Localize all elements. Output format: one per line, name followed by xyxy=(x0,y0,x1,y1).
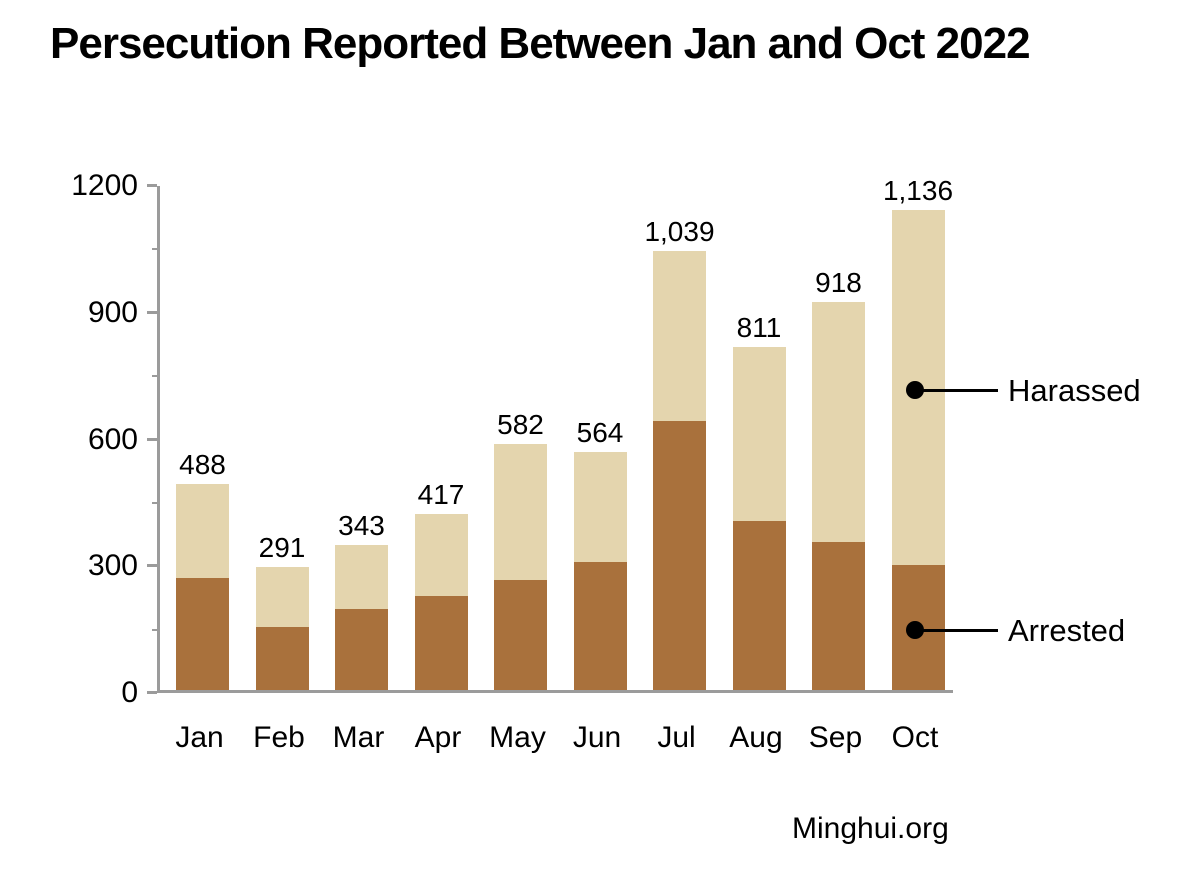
bar-total-label-jun: 564 xyxy=(576,416,624,448)
y-major-tick xyxy=(147,691,157,694)
x-tick-label-jul: Jul xyxy=(657,721,696,754)
bar-segment-arrested-jun xyxy=(573,561,627,690)
y-tick-label: 1200 xyxy=(71,169,138,202)
bar-segment-harassed-jul xyxy=(653,251,706,422)
arrested-callout-label: Arrested xyxy=(1008,613,1126,649)
bar-segment-harassed-may xyxy=(494,444,547,581)
bar-segment-arrested-apr xyxy=(414,595,468,690)
bar-segment-harassed-mar xyxy=(335,545,388,609)
bar-total-label-jul: 1,039 xyxy=(644,216,715,248)
harassed-callout-line xyxy=(920,388,998,392)
bar-total-label-mar: 343 xyxy=(338,510,385,542)
bar-segment-harassed-jan xyxy=(176,483,229,579)
y-tick-label: 600 xyxy=(87,422,138,456)
bar-total-label-oct: 1,136 xyxy=(882,175,954,207)
arrested-callout-dot xyxy=(906,621,924,640)
x-tick-label-may: May xyxy=(489,721,546,754)
x-tick-label-aug: Aug xyxy=(729,721,783,754)
bar-total-label-jan: 488 xyxy=(179,448,226,480)
x-tick-label-sep: Sep xyxy=(808,721,863,754)
bar-segment-harassed-aug xyxy=(732,347,786,521)
y-minor-tick xyxy=(152,628,157,631)
arrested-callout-line xyxy=(920,628,998,632)
y-tick-label: 0 xyxy=(121,676,138,709)
x-tick-label-apr: Apr xyxy=(414,721,462,754)
x-tick-label-mar: Mar xyxy=(332,721,385,754)
bar-segment-harassed-feb xyxy=(255,567,309,628)
y-major-tick xyxy=(147,564,157,568)
bar-segment-harassed-apr xyxy=(414,513,468,596)
source-credit: Minghui.org xyxy=(792,812,949,845)
bar-total-label-sep: 918 xyxy=(815,267,862,299)
plot-area: 488 291 343 417 582 564 1,039 811 918 1,136 xyxy=(147,177,953,694)
y-minor-tick xyxy=(152,375,157,378)
y-major-tick xyxy=(147,437,157,441)
x-tick-label-feb: Feb xyxy=(253,721,305,754)
bar-total-label-apr: 417 xyxy=(417,478,465,510)
x-tick-label-jan: Jan xyxy=(175,721,224,754)
bar-segment-arrested-mar xyxy=(335,608,388,690)
y-major-tick xyxy=(147,184,157,187)
y-tick-label: 900 xyxy=(87,295,138,329)
x-tick-label-jun: Jun xyxy=(572,721,622,754)
bar-total-label-aug: 811 xyxy=(736,312,782,344)
x-tick-label-oct: Oct xyxy=(891,721,939,754)
y-tick-label: 300 xyxy=(87,549,138,583)
bar-segment-harassed-sep xyxy=(812,302,865,542)
y-minor-tick xyxy=(152,501,157,504)
bar-segment-arrested-sep xyxy=(812,541,865,690)
y-minor-tick xyxy=(152,248,157,251)
bar-total-label-feb: 291 xyxy=(258,532,306,564)
bar-total-label-may: 582 xyxy=(497,409,544,441)
bar-segment-arrested-may xyxy=(494,580,547,690)
bar-segment-arrested-aug xyxy=(732,521,786,690)
bar-segment-arrested-jul xyxy=(653,421,706,690)
bar-segment-arrested-jan xyxy=(176,578,229,690)
y-major-tick xyxy=(147,310,157,314)
bar-segment-arrested-feb xyxy=(255,627,309,690)
bar-segment-harassed-jun xyxy=(573,451,627,562)
harassed-callout-label: Harassed xyxy=(1008,373,1141,409)
chart-title: Persecution Reported Between Jan and Oct… xyxy=(50,19,1031,68)
harassed-callout-dot xyxy=(906,381,924,400)
